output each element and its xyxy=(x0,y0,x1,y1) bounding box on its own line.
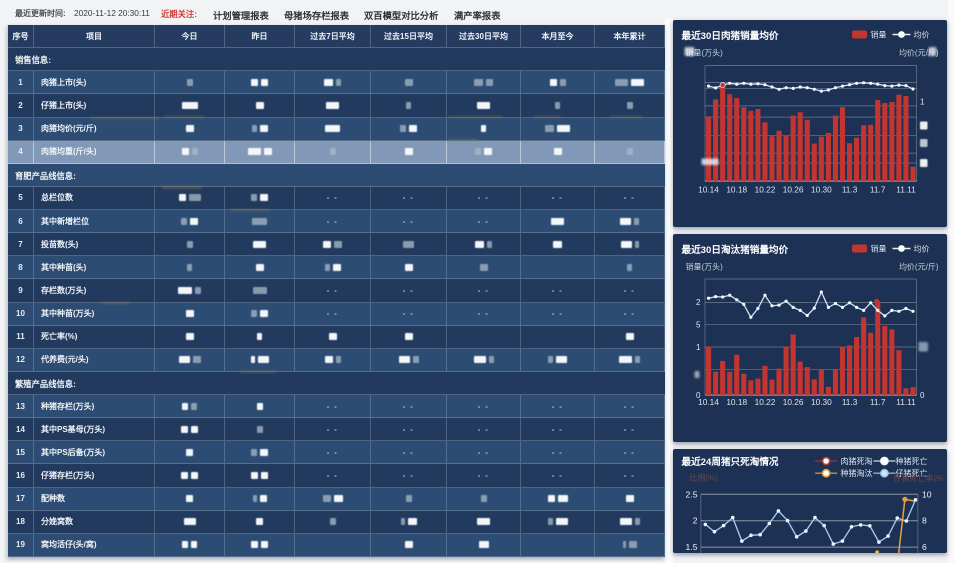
svg-text:0: 0 xyxy=(696,390,701,399)
svg-text:销量(万头): 销量(万头) xyxy=(685,261,723,271)
svg-text:6: 6 xyxy=(922,542,927,552)
svg-text:仔猪死亡: 仔猪死亡 xyxy=(895,468,927,478)
svg-text:10.30: 10.30 xyxy=(811,397,832,407)
svg-text:10.22: 10.22 xyxy=(754,185,775,195)
svg-text:10.18: 10.18 xyxy=(726,185,747,195)
svg-text:11.3: 11.3 xyxy=(841,185,857,195)
svg-text:2: 2 xyxy=(692,515,697,525)
svg-text:最近24周猪只死淘情况: 最近24周猪只死淘情况 xyxy=(681,456,778,468)
svg-text:11.11: 11.11 xyxy=(896,397,916,407)
svg-text:2: 2 xyxy=(696,298,701,307)
svg-text:销量: 销量 xyxy=(870,243,886,253)
svg-text:1.5: 1.5 xyxy=(685,542,697,552)
svg-text:10.26: 10.26 xyxy=(782,397,803,407)
svg-text:均价(元/斤): 均价(元/斤) xyxy=(898,48,938,58)
svg-text:10.26: 10.26 xyxy=(782,185,803,195)
svg-text:均价(元/斤): 均价(元/斤) xyxy=(898,261,938,271)
svg-text:11.7: 11.7 xyxy=(869,185,885,195)
svg-text:10.22: 10.22 xyxy=(754,397,775,407)
svg-text:肉猪死淘: 肉猪死淘 xyxy=(840,456,872,466)
svg-text:10.14: 10.14 xyxy=(698,185,719,195)
svg-text:销量: 销量 xyxy=(870,30,886,40)
svg-text:5: 5 xyxy=(696,320,701,329)
svg-text:11.3: 11.3 xyxy=(841,397,857,407)
svg-text:0: 0 xyxy=(920,390,925,399)
svg-text:1: 1 xyxy=(920,98,925,107)
svg-text:均价: 均价 xyxy=(913,30,929,40)
svg-text:10.18: 10.18 xyxy=(726,397,747,407)
svg-text:种猪淘汰: 种猪淘汰 xyxy=(840,468,872,478)
svg-text:10.30: 10.30 xyxy=(811,185,832,195)
svg-text:11.11: 11.11 xyxy=(896,185,916,195)
svg-text:比例(%): 比例(%) xyxy=(689,472,718,482)
svg-text:8: 8 xyxy=(922,515,927,525)
svg-text:均价: 均价 xyxy=(913,243,929,253)
svg-text:10: 10 xyxy=(922,489,932,499)
svg-text:仔猪死亡率(%: 仔猪死亡率(% xyxy=(893,473,943,483)
svg-text:11.7: 11.7 xyxy=(869,397,885,407)
svg-text:最近30日肉猪销量均价: 最近30日肉猪销量均价 xyxy=(681,30,778,42)
svg-text:最近30日淘汰猪销量均价: 最近30日淘汰猪销量均价 xyxy=(681,244,788,256)
svg-text:种猪死亡: 种猪死亡 xyxy=(895,456,927,466)
svg-text:2.5: 2.5 xyxy=(685,489,697,499)
svg-text:销量(万头): 销量(万头) xyxy=(685,48,723,58)
svg-text:10.14: 10.14 xyxy=(698,397,719,407)
svg-text:1: 1 xyxy=(696,342,701,351)
